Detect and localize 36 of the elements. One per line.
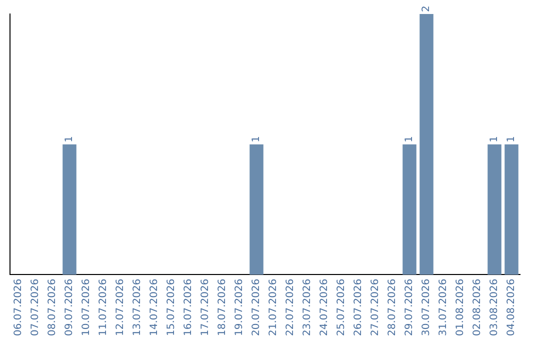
- x-tick-label: 29.07.2026: [404, 278, 416, 336]
- x-tick-label: 16.07.2026: [183, 278, 194, 336]
- x-tick-label: 19.07.2026: [234, 278, 246, 336]
- x-tick-label: 22.07.2026: [285, 278, 296, 336]
- x-tick-label: 13.07.2026: [132, 278, 144, 336]
- data-label: 2: [421, 6, 432, 12]
- x-tick-label: 27.07.2026: [370, 278, 382, 336]
- data-label: 1: [506, 136, 518, 142]
- x-tick-label: 26.07.2026: [353, 278, 364, 336]
- x-tick-label: 28.07.2026: [387, 278, 398, 336]
- data-label: 1: [404, 136, 416, 142]
- x-tick-label: 11.07.2026: [98, 278, 110, 336]
- data-label: 1: [64, 136, 76, 142]
- x-tick-label: 25.07.2026: [336, 278, 348, 336]
- data-label: 1: [489, 136, 500, 142]
- x-tick-label: 24.07.2026: [319, 278, 330, 336]
- x-tick-label: 10.07.2026: [81, 278, 92, 336]
- x-tick-label: 23.07.2026: [302, 278, 314, 336]
- x-tick-label: 06.07.2026: [13, 278, 24, 336]
- x-tick-label: 18.07.2026: [217, 278, 228, 336]
- x-tick-label: 20.07.2026: [251, 278, 262, 336]
- data-label: 1: [251, 136, 262, 142]
- x-tick-label: 03.08.2026: [489, 278, 500, 336]
- x-tick-label: 17.07.2026: [200, 278, 212, 336]
- x-tick-label: 07.07.2026: [30, 278, 42, 336]
- x-tick-label: 31.07.2026: [438, 278, 450, 336]
- x-tick-label: 30.07.2026: [421, 278, 432, 336]
- x-tick-label: 15.07.2026: [166, 278, 178, 336]
- x-tick-label: 21.07.2026: [268, 278, 280, 336]
- x-tick-label: 02.08.2026: [472, 278, 484, 336]
- x-tick-label: 01.08.2026: [455, 278, 466, 336]
- x-tick-label: 12.07.2026: [115, 278, 126, 336]
- x-tick-label: 14.07.2026: [149, 278, 160, 336]
- x-tick-label: 04.08.2026: [506, 278, 518, 336]
- x-tick-label: 08.07.2026: [47, 278, 58, 336]
- x-tick-label: 09.07.2026: [64, 278, 76, 336]
